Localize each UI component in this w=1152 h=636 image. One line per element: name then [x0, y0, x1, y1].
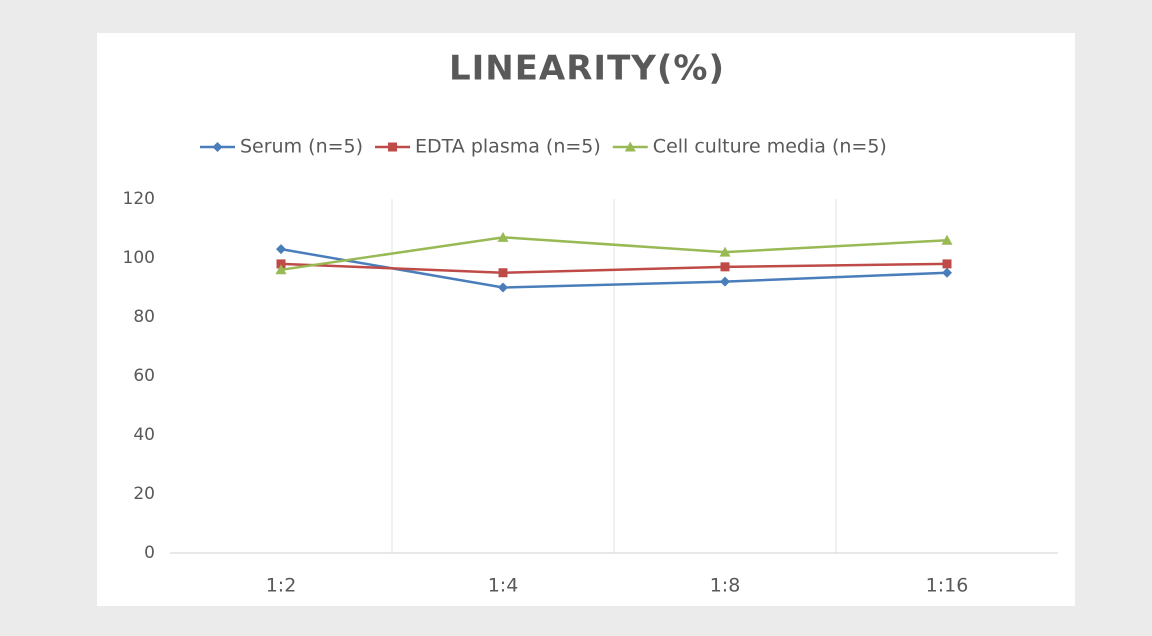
y-tick-label: 60 [133, 366, 155, 386]
y-tick-label: 80 [133, 307, 155, 327]
marker [498, 282, 508, 293]
marker [388, 142, 398, 152]
x-tick-label: 1:8 [710, 575, 741, 597]
y-tick-label: 120 [123, 189, 155, 209]
series-line [280, 236, 948, 272]
legend-label: EDTA plasma (n=5) [415, 136, 601, 158]
y-tick-label: 0 [144, 543, 155, 563]
x-tick-label: 1:2 [266, 575, 297, 597]
marker [498, 268, 508, 278]
marker [624, 141, 636, 152]
series-line [280, 262, 948, 275]
marker [497, 231, 509, 242]
marker [941, 234, 953, 245]
chart-panel [97, 33, 1075, 606]
legend-label: Cell culture media (n=5) [653, 136, 887, 158]
marker [942, 259, 952, 269]
marker [720, 262, 730, 272]
chart-title: LINEARITY(%) [449, 49, 725, 89]
y-tick-label: 40 [133, 425, 155, 445]
marker [719, 246, 731, 257]
marker [276, 259, 286, 269]
x-tick-label: 1:16 [926, 575, 969, 597]
marker [720, 276, 730, 287]
legend-label: Serum (n=5) [240, 136, 363, 158]
marker [276, 244, 286, 255]
y-tick-label: 20 [133, 484, 155, 504]
marker [942, 267, 952, 278]
marker [275, 264, 287, 275]
marker [212, 142, 223, 152]
y-tick-label: 100 [123, 248, 155, 268]
x-tick-label: 1:4 [488, 575, 519, 597]
